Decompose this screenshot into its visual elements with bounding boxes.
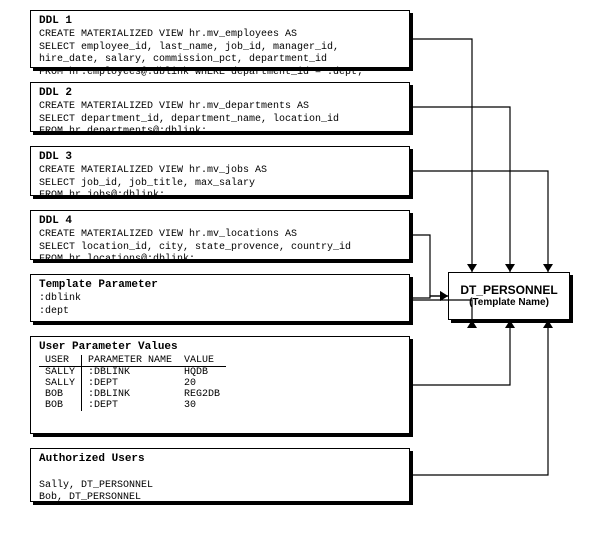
ddl4-body: CREATE MATERIALIZED VIEW hr.mv_locations… (39, 229, 401, 267)
table-row: BOB:DBLINKREG2DB (39, 389, 226, 400)
table-cell: HQDB (178, 367, 226, 379)
table-cell: :DBLINK (82, 389, 179, 400)
ddl3-body: CREATE MATERIALIZED VIEW hr.mv_jobs AS S… (39, 165, 401, 203)
connector-line (413, 107, 510, 272)
table-cell: BOB (39, 389, 82, 400)
table-cell: 20 (178, 378, 226, 389)
connector-line (413, 296, 448, 298)
table-cell: BOB (39, 400, 82, 411)
ddl3-title: DDL 3 (39, 151, 401, 163)
uparam-box: User Parameter Values USERPARAMETER NAMEV… (30, 336, 410, 434)
target-subtitle: (Template Name) (449, 297, 569, 308)
tparam-body: :dblink :dept (39, 293, 401, 318)
uparam-title: User Parameter Values (39, 341, 401, 353)
ddl1-body: CREATE MATERIALIZED VIEW hr.mv_employees… (39, 29, 401, 79)
connector-line (413, 39, 472, 272)
table-cell: SALLY (39, 367, 82, 379)
connector-line (413, 171, 548, 272)
tparam-title: Template Parameter (39, 279, 401, 291)
ddl2-title: DDL 2 (39, 87, 401, 99)
ddl4-box: DDL 4CREATE MATERIALIZED VIEW hr.mv_loca… (30, 210, 410, 260)
ddl1-title: DDL 1 (39, 15, 401, 27)
uparam-table: USERPARAMETER NAMEVALUESALLY:DBLINKHQDBS… (39, 355, 226, 411)
table-cell: :DBLINK (82, 367, 179, 379)
connector-line (413, 320, 510, 385)
table-row: SALLY:DBLINKHQDB (39, 367, 226, 379)
ddl3-box: DDL 3CREATE MATERIALIZED VIEW hr.mv_jobs… (30, 146, 410, 196)
target-box: DT_PERSONNEL(Template Name) (448, 272, 570, 320)
table-cell: 30 (178, 400, 226, 411)
tparam-box: Template Parameter :dblink :dept (30, 274, 410, 322)
table-header: USER (39, 355, 82, 367)
table-cell: SALLY (39, 378, 82, 389)
connector-arrow (543, 264, 553, 272)
ddl4-title: DDL 4 (39, 215, 401, 227)
auth-title: Authorized Users (39, 453, 401, 465)
table-row: BOB:DEPT30 (39, 400, 226, 411)
ddl2-box: DDL 2CREATE MATERIALIZED VIEW hr.mv_depa… (30, 82, 410, 132)
table-cell: :DEPT (82, 400, 179, 411)
connector-arrow (505, 264, 515, 272)
connector-arrow (440, 291, 448, 301)
connector-arrow (467, 264, 477, 272)
table-cell: REG2DB (178, 389, 226, 400)
connector-line (413, 235, 448, 296)
ddl1-box: DDL 1CREATE MATERIALIZED VIEW hr.mv_empl… (30, 10, 410, 68)
auth-body: Sally, DT_PERSONNEL Bob, DT_PERSONNEL (39, 467, 401, 505)
table-cell: :DEPT (82, 378, 179, 389)
connector-line (413, 320, 548, 475)
target-title: DT_PERSONNEL (449, 283, 569, 297)
auth-box: Authorized Users Sally, DT_PERSONNEL Bob… (30, 448, 410, 502)
connector-arrow (440, 291, 448, 301)
table-header: VALUE (178, 355, 226, 367)
table-row: SALLY:DEPT20 (39, 378, 226, 389)
table-header: PARAMETER NAME (82, 355, 179, 367)
ddl2-body: CREATE MATERIALIZED VIEW hr.mv_departmen… (39, 101, 401, 139)
